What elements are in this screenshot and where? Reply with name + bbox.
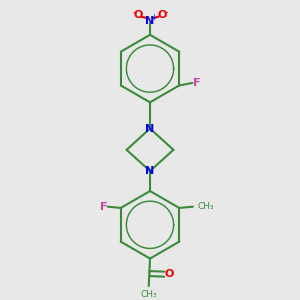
Text: F: F bbox=[100, 202, 107, 212]
Text: N: N bbox=[146, 124, 154, 134]
Text: CH₃: CH₃ bbox=[140, 290, 157, 299]
Text: -: - bbox=[132, 7, 136, 17]
Text: N: N bbox=[146, 16, 154, 26]
Text: O: O bbox=[164, 269, 173, 279]
Text: O: O bbox=[157, 10, 167, 20]
Text: +: + bbox=[150, 13, 157, 22]
Text: O: O bbox=[134, 10, 143, 20]
Text: -: - bbox=[164, 7, 168, 17]
Text: N: N bbox=[146, 166, 154, 176]
Text: F: F bbox=[193, 78, 200, 88]
Text: CH₃: CH₃ bbox=[198, 202, 214, 211]
